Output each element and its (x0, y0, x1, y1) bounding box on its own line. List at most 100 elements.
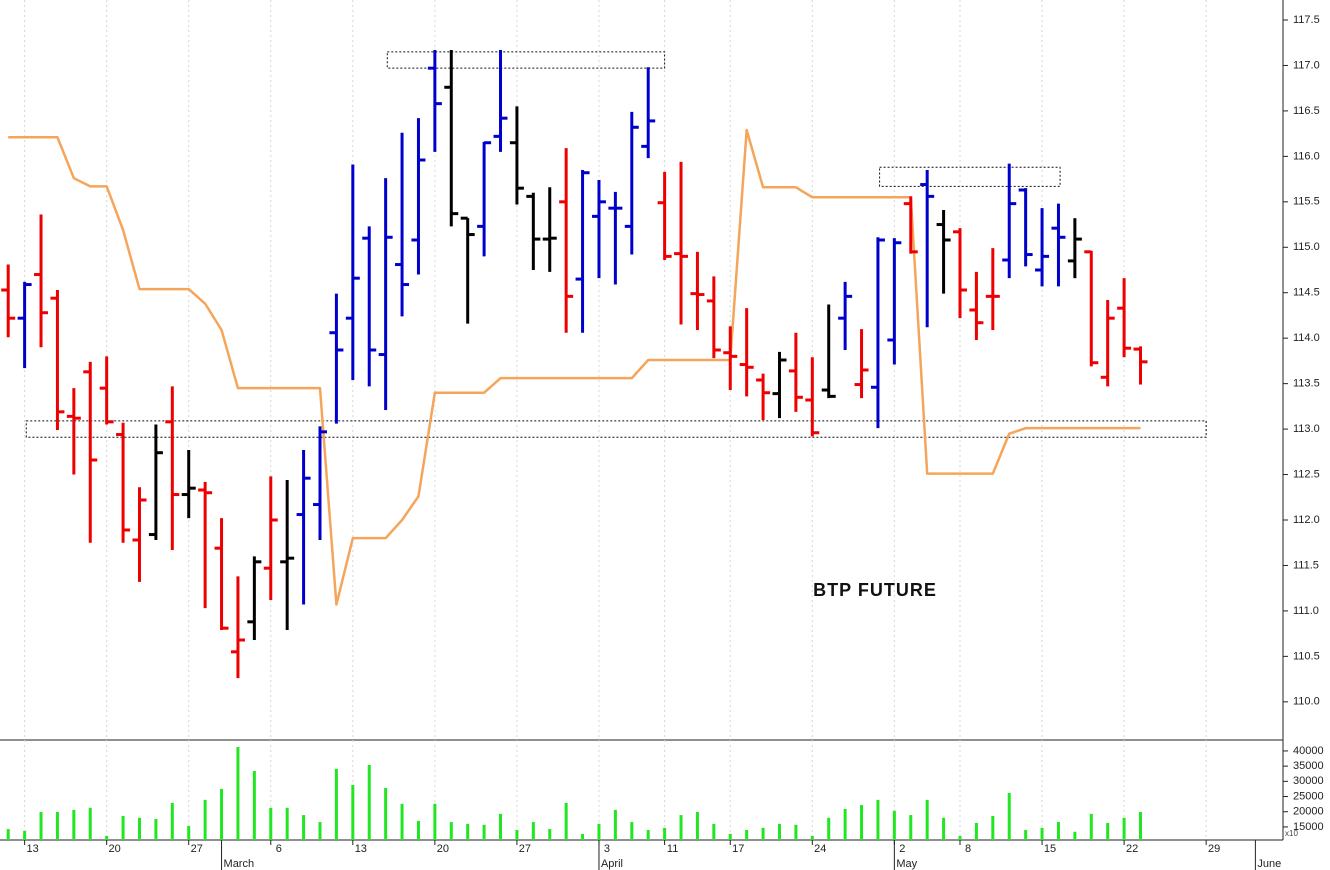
x-tick-label: 6 (276, 843, 282, 855)
volume-bar (203, 799, 207, 840)
volume-bar (630, 822, 634, 840)
price-zone (386, 51, 666, 69)
volume-bar (515, 829, 519, 840)
volume-bar (695, 812, 699, 840)
volume-bar (302, 815, 306, 840)
y-tick-label: 116.5 (1293, 105, 1320, 117)
x-tick-label: 24 (814, 843, 826, 855)
y-tick-label: 25000 (1293, 790, 1324, 802)
volume-bar (1073, 831, 1077, 840)
volume-bar (794, 824, 798, 840)
volume-bar (597, 823, 601, 840)
volume-bar (220, 788, 224, 840)
y-tick-label: 117.0 (1293, 59, 1320, 71)
x-tick-label: 15 (1044, 843, 1056, 855)
volume-bar (318, 822, 322, 840)
x-tick-label: 2 (899, 843, 905, 855)
volume-bar (23, 830, 27, 840)
y-tick-label: 115.0 (1293, 241, 1320, 253)
volume-bar (285, 807, 289, 840)
x-tick-label: 27 (519, 843, 531, 855)
y-tick-label: 117.5 (1293, 14, 1320, 26)
volume-bar (1040, 827, 1044, 840)
volume-bar (72, 809, 76, 840)
volume-bar (170, 802, 174, 840)
volume-bar (154, 819, 158, 840)
volume-bar (187, 826, 191, 840)
volume-bar (810, 836, 814, 840)
volume-bar (827, 817, 831, 840)
volume-bar (646, 829, 650, 840)
volume-bar (416, 820, 420, 840)
x-tick-label: 8 (965, 843, 971, 855)
x-tick-label: 3 (604, 843, 610, 855)
y-tick-label: 110.5 (1293, 650, 1320, 662)
y-tick-label: 40000 (1293, 745, 1324, 757)
volume-bar (761, 827, 765, 840)
volume-bar (367, 764, 371, 840)
y-tick-label: 113.0 (1293, 423, 1320, 435)
x-tick-label: 13 (26, 843, 38, 855)
chart-title: BTP FUTURE (813, 580, 937, 600)
volume-bar (728, 833, 732, 840)
volume-bar (892, 810, 896, 840)
volume-bar (466, 823, 470, 840)
y-tick-label: 15000 (1293, 821, 1324, 833)
volume-bar (55, 812, 59, 840)
volume-bar (334, 768, 338, 840)
volume-unit: x10 (1285, 829, 1298, 838)
y-tick-label: 114.5 (1293, 287, 1320, 299)
volume-bar (613, 809, 617, 840)
volume-bar (745, 829, 749, 840)
volume-bar (433, 803, 437, 840)
indicator-line (8, 128, 1141, 606)
y-tick-label: 30000 (1293, 775, 1324, 787)
x-tick-label: 11 (667, 843, 678, 855)
month-label: March (224, 858, 255, 870)
volume-bar (909, 815, 913, 840)
volume-bar (1024, 829, 1028, 840)
volume-bar (39, 812, 43, 840)
x-tick-label: 17 (732, 843, 744, 855)
month-label: June (1257, 858, 1281, 870)
x-tick-label: 22 (1126, 843, 1138, 855)
volume-bar (777, 823, 781, 840)
y-tick-label: 110.0 (1293, 696, 1320, 708)
y-tick-label: 112.0 (1293, 514, 1320, 526)
volume-bar (548, 829, 552, 840)
volume-bar (1007, 792, 1011, 840)
volume-bar (449, 822, 453, 840)
volume-bar (236, 746, 240, 840)
volume-bar (843, 808, 847, 840)
volume-bar (860, 805, 864, 840)
x-tick-label: 20 (437, 843, 449, 855)
volume-bar (581, 833, 585, 840)
volume-bar (400, 803, 404, 840)
volume-bar (499, 813, 503, 840)
volume-bar (105, 836, 109, 840)
volume-bar (88, 807, 92, 840)
volume-bar (876, 799, 880, 840)
x-tick-label: 13 (355, 843, 367, 855)
volume-bar (712, 823, 716, 840)
volume-bar (1139, 812, 1143, 840)
volume-bar (252, 771, 256, 840)
y-tick-label: 112.5 (1293, 468, 1320, 480)
price-zone (879, 166, 1061, 187)
volume-bar (531, 822, 535, 840)
month-label: May (896, 858, 917, 870)
y-tick-label: 115.5 (1293, 196, 1320, 208)
x-tick-label: 27 (191, 843, 203, 855)
volume-bar (974, 822, 978, 840)
y-tick-label: 20000 (1293, 806, 1324, 818)
volume-bar (6, 829, 10, 840)
price-zone (25, 420, 1207, 438)
y-tick-label: 111.0 (1293, 605, 1319, 617)
volume-bar (1056, 822, 1060, 840)
y-tick-label: 111.5 (1293, 559, 1319, 571)
volume-bar (564, 802, 568, 840)
volume-bar (1122, 817, 1126, 840)
volume-bar (137, 817, 141, 840)
